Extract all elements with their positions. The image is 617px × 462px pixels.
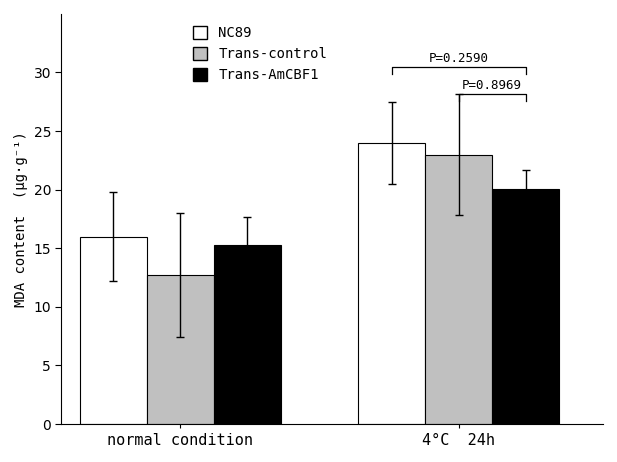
Bar bbox=[358, 143, 425, 424]
Bar bbox=[80, 237, 147, 424]
Bar bbox=[492, 188, 559, 424]
Text: P=0.2590: P=0.2590 bbox=[429, 53, 489, 66]
Y-axis label: MDA content  (μg·g⁻¹): MDA content (μg·g⁻¹) bbox=[14, 131, 28, 307]
Legend: NC89, Trans-control, Trans-AmCBF1: NC89, Trans-control, Trans-AmCBF1 bbox=[188, 21, 333, 88]
Bar bbox=[147, 275, 213, 424]
Text: P=0.8969: P=0.8969 bbox=[462, 79, 522, 92]
Bar bbox=[213, 245, 281, 424]
Bar bbox=[425, 154, 492, 424]
